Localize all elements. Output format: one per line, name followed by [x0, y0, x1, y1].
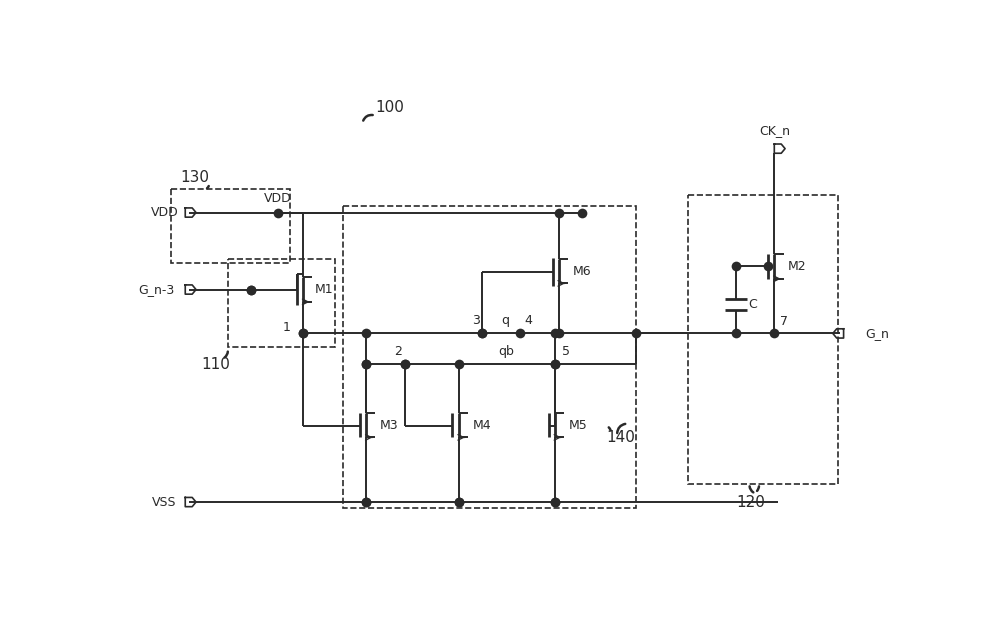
Text: M1: M1 [315, 283, 333, 296]
Text: 130: 130 [181, 170, 210, 185]
Text: VDD: VDD [151, 206, 178, 219]
Text: 110: 110 [202, 357, 230, 372]
Text: 1: 1 [283, 321, 291, 334]
Text: 100: 100 [375, 100, 404, 115]
Text: G_n: G_n [865, 327, 889, 340]
Text: 4: 4 [524, 314, 532, 327]
Text: M6: M6 [572, 265, 591, 278]
Text: 120: 120 [737, 495, 766, 510]
Text: VSS: VSS [152, 496, 177, 509]
Text: 3: 3 [472, 314, 480, 327]
Text: 7: 7 [780, 315, 788, 328]
Text: 2: 2 [395, 345, 402, 358]
Text: q: q [501, 314, 509, 327]
Bar [343, 206, 636, 508]
Text: 5: 5 [562, 345, 570, 358]
Text: M4: M4 [472, 420, 491, 432]
Text: M3: M3 [380, 420, 399, 432]
Text: C: C [748, 298, 757, 311]
Text: M5: M5 [569, 420, 587, 432]
Text: qb: qb [498, 345, 514, 358]
Text: M2: M2 [788, 260, 807, 273]
FancyArrowPatch shape [617, 424, 625, 433]
Text: CK_n: CK_n [759, 125, 790, 137]
Text: G_n-3: G_n-3 [139, 283, 175, 296]
Bar [228, 259, 335, 347]
Bar [688, 195, 838, 484]
Bar [171, 189, 290, 262]
Text: VDD: VDD [264, 192, 292, 205]
FancyArrowPatch shape [750, 486, 753, 493]
Text: 140: 140 [606, 430, 635, 445]
